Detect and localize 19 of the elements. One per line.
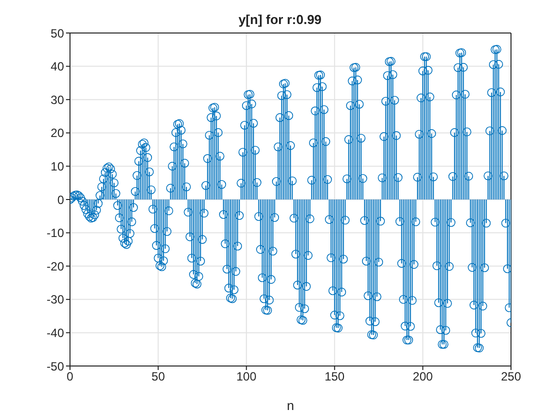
y-tick-label: 20 — [50, 126, 64, 140]
y-tick-label: 10 — [50, 159, 64, 174]
y-tick-label: 40 — [50, 60, 64, 74]
y-tick-label: -20 — [46, 259, 64, 274]
y-tick-label: 50 — [50, 26, 64, 40]
y-tick-label: -30 — [46, 292, 64, 307]
x-tick-label: 50 — [152, 370, 166, 384]
y-tick-label: -10 — [46, 226, 64, 240]
y-tick-label: -40 — [46, 326, 64, 340]
x-tick-label: 0 — [66, 370, 74, 384]
x-tick-label: 150 — [324, 370, 345, 384]
x-axis-title: n — [286, 398, 294, 413]
y-tick-label: -50 — [46, 359, 64, 374]
x-tick-label: 100 — [236, 370, 257, 384]
chart-title: y[n] for r:0.99 — [237, 12, 323, 27]
x-tick-label: 250 — [500, 370, 522, 384]
x-tick-label: 200 — [412, 370, 434, 384]
y-tick-label: 30 — [50, 92, 64, 107]
y-tick-label: 0 — [57, 192, 64, 207]
